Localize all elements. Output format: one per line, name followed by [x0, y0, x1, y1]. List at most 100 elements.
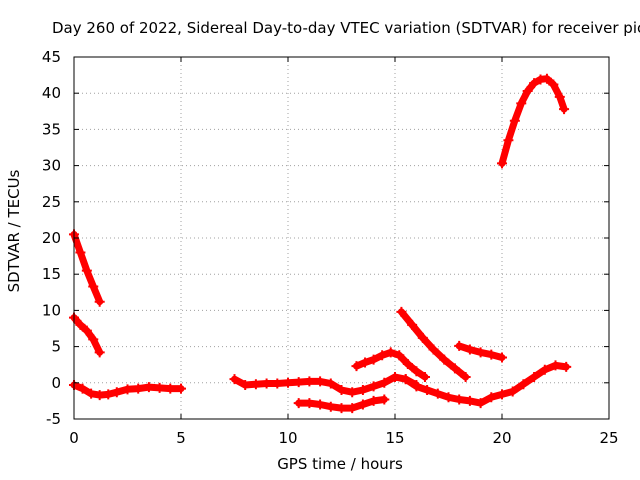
- data-point: [411, 366, 422, 377]
- data-point: [325, 401, 336, 412]
- x-tick-label: 5: [176, 429, 186, 447]
- data-point: [503, 135, 514, 146]
- x-tick-label: 10: [278, 429, 297, 447]
- data-point: [486, 349, 497, 360]
- data-point: [103, 389, 114, 400]
- data-point: [377, 350, 388, 361]
- data-point: [77, 383, 88, 394]
- y-tick-label: 0: [51, 374, 61, 392]
- y-ticks: -5 0 5 10 15 20 25 30 35 40 45: [42, 48, 609, 428]
- data-point: [516, 98, 527, 109]
- chart-title: Day 260 of 2022, Sidereal Day-to-day VTE…: [52, 19, 640, 37]
- data-point: [379, 394, 390, 405]
- data-point: [272, 378, 283, 389]
- y-tick-label: 35: [42, 120, 61, 138]
- data-point: [75, 247, 86, 258]
- data-point: [88, 334, 99, 345]
- data-point: [439, 354, 450, 365]
- data-point: [554, 91, 565, 102]
- y-tick-label: 25: [42, 193, 61, 211]
- data-point: [283, 377, 293, 388]
- data-point: [315, 376, 326, 387]
- data-point: [229, 374, 240, 385]
- data-point: [443, 392, 454, 403]
- y-axis-label: SDTVAR / TECUs: [5, 169, 23, 292]
- data-point: [336, 403, 347, 414]
- series-arc-4: [229, 372, 422, 398]
- y-tick-label: 45: [42, 48, 61, 66]
- y-tick-label: 30: [42, 157, 61, 175]
- data-point: [417, 332, 428, 343]
- data-point: [357, 385, 368, 396]
- data-point: [394, 350, 405, 361]
- data-point: [464, 395, 475, 406]
- series-layer: [69, 73, 572, 414]
- data-point: [94, 296, 105, 307]
- series-arc-10: [497, 73, 570, 169]
- data-point: [454, 340, 465, 351]
- data-point: [351, 361, 362, 372]
- y-tick-label: 10: [42, 301, 61, 319]
- data-point: [357, 399, 368, 410]
- y-tick-label: 40: [42, 84, 61, 102]
- data-point: [360, 357, 371, 368]
- data-point: [165, 383, 176, 394]
- x-tick-label: 15: [385, 429, 404, 447]
- y-tick-label: 20: [42, 229, 61, 247]
- data-point: [428, 344, 439, 355]
- data-point: [432, 388, 443, 399]
- data-point: [293, 398, 304, 409]
- data-point: [449, 363, 460, 374]
- data-point: [315, 399, 326, 410]
- data-point: [94, 390, 105, 401]
- data-point: [347, 403, 358, 414]
- x-ticks: 0 5 10 15 20 25: [69, 57, 619, 447]
- y-tick-label: 15: [42, 265, 61, 283]
- data-point: [402, 358, 413, 369]
- data-point: [390, 372, 400, 383]
- data-point: [368, 354, 379, 365]
- data-point: [561, 361, 572, 372]
- data-point: [81, 325, 92, 336]
- data-point: [368, 381, 379, 392]
- series-arc-6: [351, 347, 430, 383]
- data-point: [507, 386, 518, 397]
- data-point: [497, 389, 507, 400]
- data-point: [88, 281, 99, 292]
- data-point: [475, 398, 486, 409]
- data-point: [122, 384, 133, 395]
- data-point: [541, 73, 552, 84]
- data-point: [550, 360, 561, 371]
- data-point: [497, 352, 507, 363]
- data-point: [422, 385, 433, 396]
- data-point: [548, 79, 559, 90]
- data-point: [509, 115, 520, 126]
- data-point: [111, 387, 122, 398]
- x-axis-label: GPS time / hours: [277, 455, 403, 473]
- x-tick-label: 0: [69, 429, 79, 447]
- data-point: [400, 374, 411, 385]
- data-point: [385, 347, 396, 358]
- series-arc-5: [293, 394, 390, 414]
- data-point: [133, 383, 144, 394]
- data-point: [304, 398, 315, 409]
- data-point: [94, 347, 105, 358]
- series-arc-8: [454, 340, 507, 363]
- data-point: [464, 344, 475, 355]
- x-tick-label: 25: [599, 429, 618, 447]
- data-point: [81, 265, 92, 276]
- series-line: [402, 361, 570, 407]
- data-point: [347, 387, 358, 398]
- data-point: [529, 372, 540, 383]
- data-point: [529, 78, 540, 89]
- data-point: [460, 372, 471, 383]
- data-point: [486, 392, 497, 403]
- data-point: [143, 382, 154, 393]
- data-point: [154, 382, 165, 393]
- data-point: [419, 372, 430, 383]
- data-point: [407, 319, 418, 330]
- data-point: [325, 378, 336, 389]
- data-point: [293, 377, 304, 388]
- data-point: [250, 379, 261, 390]
